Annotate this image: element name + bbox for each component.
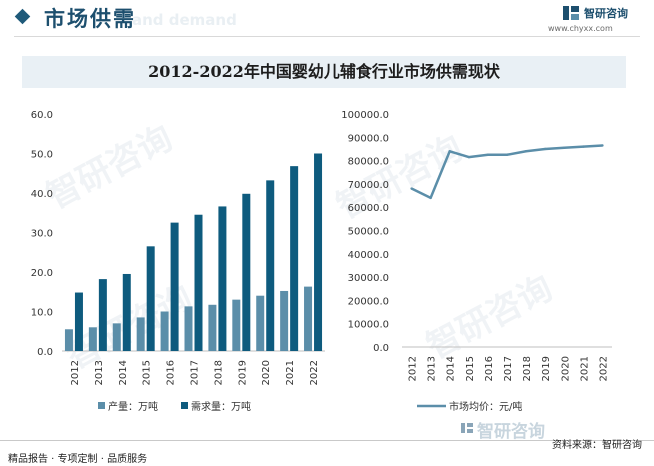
y-tick-label: 10000.0 [348,320,389,331]
brand-logo-icon [563,6,579,20]
bar-production [184,306,193,351]
bar-demand [218,206,227,351]
x-tick-label: 2019 [541,356,552,381]
header-ghost-text: and demand [132,11,237,29]
price-point [543,147,547,151]
y-tick-label: 20.0 [31,268,53,279]
x-tick-label: 2013 [427,356,438,381]
bar-production [232,299,241,351]
bar-production [280,290,289,351]
chart-title: 2012-2022年中国婴幼儿辅食行业市场供需现状 [148,62,500,81]
header-bar: 市场供需 and demand 智研咨询 www.chyxx.com [0,0,654,36]
x-tick-label: 2017 [503,356,514,381]
y-tick-label: 100000.0 [341,110,389,121]
x-tick-label: 2015 [142,360,153,385]
price-point [486,153,490,156]
price-point [429,196,432,200]
bar-demand [194,214,203,351]
x-tick-label: 2019 [237,360,248,385]
price-point [524,150,528,153]
legend-label-production: 产量：万吨 [108,400,158,413]
bar-production [160,311,169,351]
x-tick-label: 2021 [579,356,590,381]
x-tick-label: 2014 [118,360,129,385]
bar-demand [242,193,251,351]
y-tick-label: 20000.0 [348,296,389,307]
bar-production [112,323,121,351]
price-point [582,145,585,148]
bar-production [304,286,313,351]
brand-url: www.chyxx.com [548,24,613,33]
x-tick-label: 2012 [70,360,81,385]
y-tick-label: 30.0 [31,229,53,240]
y-tick-label: 0.0 [37,347,53,358]
price-point [467,155,471,159]
legend-label-price: 市场均价：元/吨 [449,400,522,413]
y-tick-label: 80000.0 [348,157,389,168]
y-tick-label: 50.0 [31,150,53,161]
price-point [448,150,451,153]
footer-watermark-brand: 智研咨询 [477,422,545,442]
x-tick-label: 2016 [166,360,177,385]
bar-demand [98,279,107,351]
legend-swatch-demand [181,402,188,409]
price-point [601,144,604,147]
y-tick-label: 30000.0 [348,273,389,284]
bar-demand [314,153,323,351]
x-tick-label: 2021 [285,360,296,385]
footer-source-text: 资料来源：智研咨询 [552,440,642,451]
bar-demand [74,292,83,351]
x-tick-label: 2020 [261,360,272,385]
x-tick-label: 2017 [190,360,201,385]
bar-production [88,327,97,351]
brand-logo-icon [461,423,473,433]
footer-source: 智研咨询 资料来源：智研咨询 [461,422,642,451]
chart-title-box: 2012-2022年中国婴幼儿辅食行业市场供需现状 [22,56,626,88]
bar-production [136,317,145,351]
x-tick-label: 2012 [408,356,419,381]
price-point [563,146,566,149]
x-tick-label: 2018 [213,360,224,385]
bar-demand [290,166,299,351]
bar-demand [170,222,179,351]
y-tick-label: 40000.0 [348,250,389,261]
footer-divider [0,440,654,441]
bar-production [64,329,73,351]
x-tick-label: 2013 [94,360,105,385]
bar-demand [266,180,275,351]
header-divider [14,36,640,37]
x-tick-label: 2015 [465,356,476,381]
bar-production [256,295,265,351]
y-tick-label: 50000.0 [348,227,389,238]
x-tick-label: 2022 [309,360,320,385]
y-tick-label: 60000.0 [348,203,389,214]
bar-production [208,304,217,351]
legend-swatch-production [98,402,105,409]
legend-label-demand: 需求量：万吨 [191,400,251,413]
x-tick-label: 2014 [446,356,457,381]
x-tick-label: 2016 [484,356,495,381]
x-tick-label: 2022 [598,356,609,381]
footer-slogan: 精品报告 · 专项定制 · 品质服务 [8,454,148,465]
bar-demand [146,246,155,351]
price-point [410,187,413,190]
y-tick-label: 40.0 [31,189,53,200]
bar-demand [122,273,131,351]
y-tick-label: 10.0 [31,308,53,319]
price-line [410,144,603,200]
y-tick-label: 60.0 [31,110,53,121]
x-tick-label: 2020 [560,356,571,381]
brand-name: 智研咨询 [584,7,628,20]
y-tick-label: 70000.0 [348,180,389,191]
y-tick-label: 90000.0 [348,133,389,144]
y-tick-label: 0.0 [373,343,389,354]
x-tick-label: 2018 [522,356,533,381]
page-title: 市场供需 [44,7,136,31]
price-point [505,153,509,156]
